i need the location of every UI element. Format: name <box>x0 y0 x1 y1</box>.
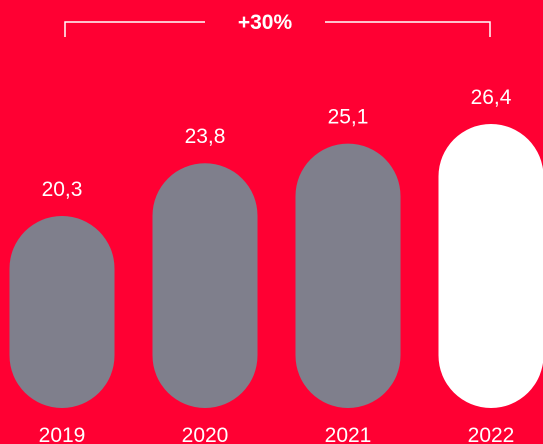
year-labels-group: 2019 2020 2021 2022 <box>39 424 515 444</box>
growth-bracket-line-left <box>64 21 205 37</box>
bars-group <box>9 124 543 408</box>
bar-2022 <box>438 124 543 408</box>
bar-2020 <box>152 163 258 408</box>
value-label-2020: 23,8 <box>185 125 226 148</box>
value-labels-group: 20,3 23,8 25,1 26,4 <box>42 86 512 201</box>
bar-2021 <box>295 143 401 408</box>
value-label-2019: 20,3 <box>42 178 83 201</box>
growth-annotation: +30% <box>238 11 293 34</box>
x-tick-label-2022: 2022 <box>468 424 515 444</box>
value-label-2022: 26,4 <box>471 86 512 109</box>
bar-2019 <box>9 216 115 408</box>
x-tick-label-2019: 2019 <box>39 424 86 444</box>
x-tick-label-2021: 2021 <box>325 424 372 444</box>
growth-bracket: +30% <box>64 11 491 37</box>
value-label-2021: 25,1 <box>328 106 369 129</box>
x-tick-label-2020: 2020 <box>182 424 229 444</box>
growth-bracket-line-right <box>325 21 491 37</box>
